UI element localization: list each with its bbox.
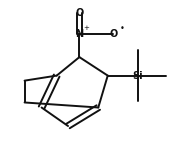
Text: +: + bbox=[83, 25, 89, 31]
Text: O: O bbox=[75, 8, 84, 18]
Text: N: N bbox=[75, 29, 83, 39]
Text: Si: Si bbox=[133, 71, 143, 81]
Text: O: O bbox=[109, 29, 118, 39]
Text: •: • bbox=[119, 24, 124, 33]
